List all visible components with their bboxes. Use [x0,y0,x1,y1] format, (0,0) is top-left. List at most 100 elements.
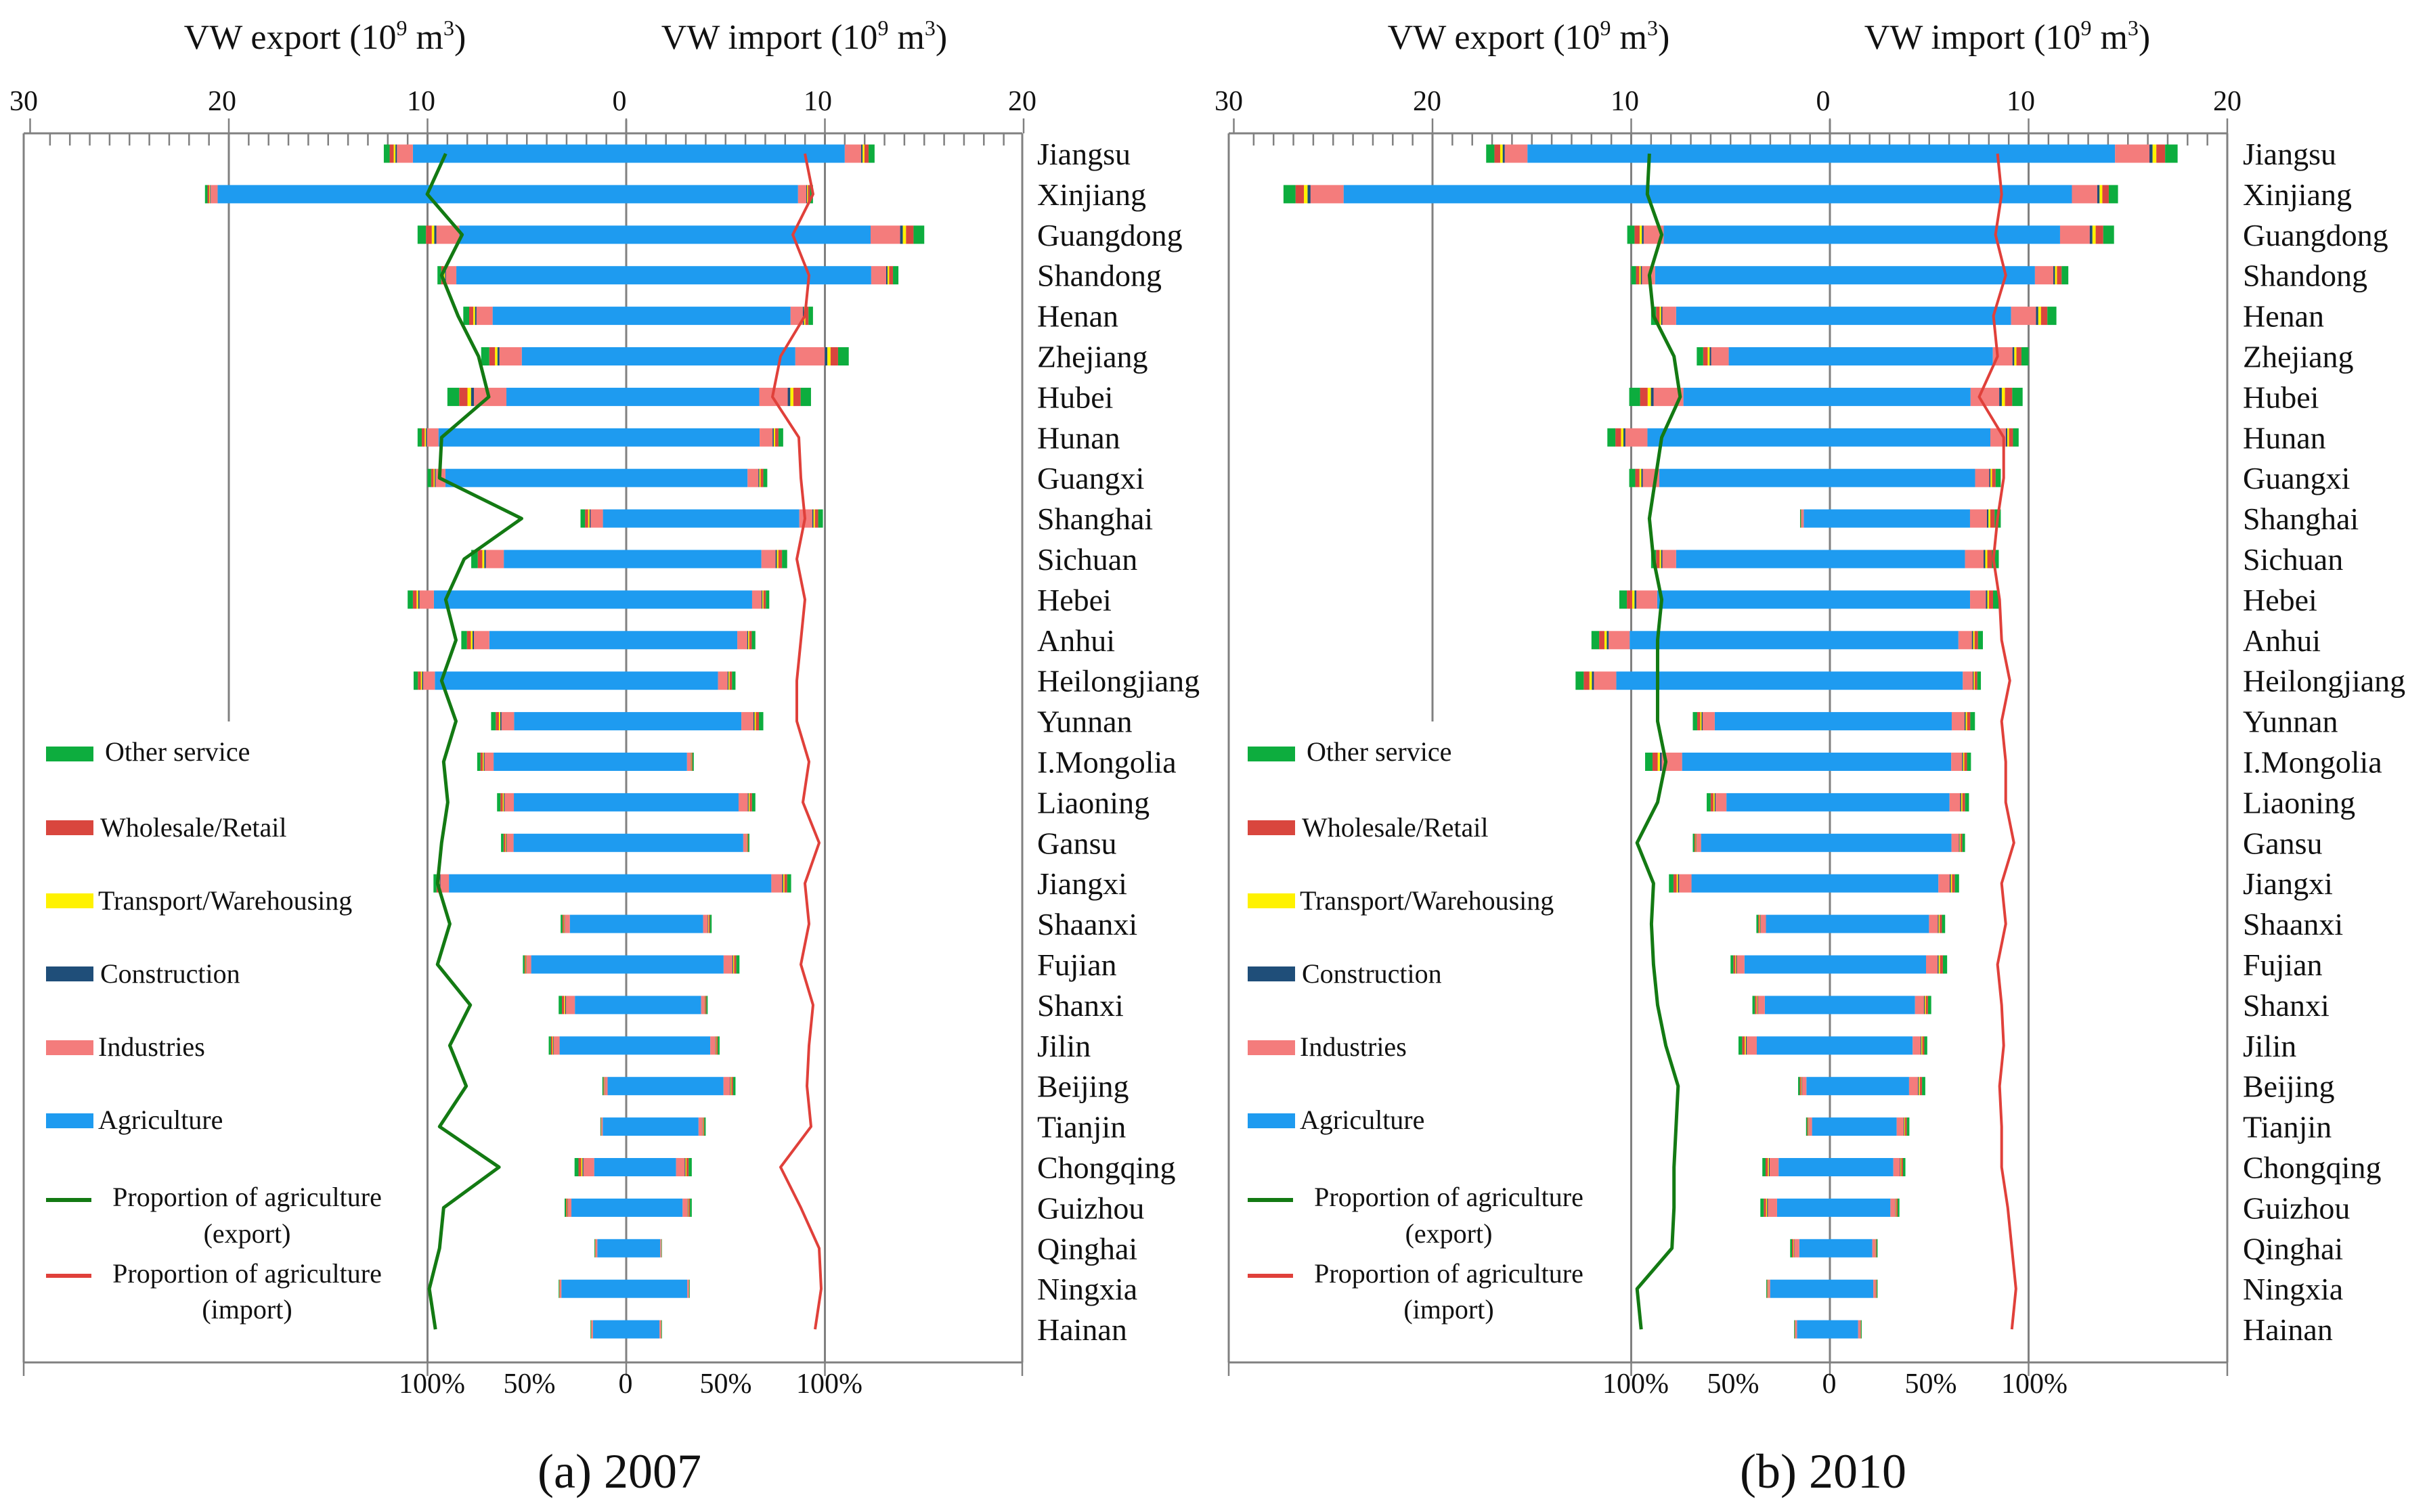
export-bar-industries [1504,144,1528,163]
export-bar-construction [1801,1077,1802,1096]
export-bar-industries [211,185,218,204]
province-label: Hainan [2243,1312,2333,1347]
export-bar-agriculture [504,550,626,569]
import-bar-transport [1938,955,1940,974]
province-label: Beijing [2243,1069,2334,1104]
import-bar-industries [676,1158,685,1176]
import-bar-construction [1986,509,1989,528]
legend-label-industries: Industries [98,1031,205,1062]
export-bar-agriculture [1770,1279,1830,1298]
import-bar-construction [1971,631,1973,650]
import-bar-other_service [688,1158,692,1176]
export-bar-wholesale [389,144,394,163]
agri-proportion-export-line [425,152,523,1330]
export-bar-other_service [383,144,390,163]
province-label: Jilin [2243,1029,2296,1063]
export-bar-construction [1502,144,1505,163]
import-bar-agriculture [1830,550,1965,569]
import-bar-industries [761,550,776,569]
import-bar-agriculture [1830,1279,1874,1298]
import-bar-agriculture [1830,996,1915,1015]
export-bar-transport [1713,793,1715,811]
export-bar-construction [1623,428,1625,447]
export-bar-other_service [1575,671,1584,690]
import-bar-industries [1958,631,1972,650]
import-bar-other_service [869,144,875,163]
export-bar-industries [499,347,522,365]
import-bar-wholesale [686,1158,689,1176]
import-bar-other_service [893,266,899,285]
import-bar-agriculture [626,1279,688,1298]
province-label: Hubei [2243,380,2319,414]
import-bar-wholesale [763,590,766,609]
import-bar-industries [1970,590,1986,609]
import-bar-wholesale [2009,428,2013,447]
import-bar-transport [807,185,808,204]
legend-label-export-2: (export) [1405,1218,1493,1249]
import-bar-agriculture [626,753,687,771]
export-bar-wholesale [1703,347,1708,365]
import-bar-other_service [810,185,813,204]
export-bar-transport [588,509,590,528]
province-label: Zhejiang [1037,340,1148,374]
import-bar-other_service [1898,1198,1900,1217]
import-bar-construction [1918,1077,1919,1096]
import-bar-wholesale [1875,1239,1877,1258]
export-bar-other_service [433,874,437,893]
import-bar-agriculture [1830,509,1970,528]
export-bar-wholesale [1656,550,1660,569]
province-label: Guangxi [1037,461,1144,495]
province-label: Gansu [2243,826,2323,860]
export-bar-transport [1500,144,1503,163]
export-axis-title: VW export (109 m3) [184,16,466,57]
import-bar-agriculture [626,185,798,204]
export-bar-industries [504,793,515,811]
export-bar-industries [1801,509,1804,528]
export-bar-wholesale [496,712,499,731]
import-bar-agriculture [626,1239,661,1258]
export-bar-other_service [1627,225,1635,244]
import-bar-construction [900,225,903,244]
import-bar-construction [747,631,749,650]
export-bar-wholesale [1636,266,1640,285]
import-bar-transport [1959,833,1961,852]
import-bar-wholesale [1952,874,1955,893]
import-bar-agriculture [626,671,718,690]
export-bar-agriculture [445,468,626,487]
import-bar-agriculture [626,550,762,569]
import-bar-wholesale [1876,1279,1877,1298]
export-bar-agriculture [513,833,626,852]
legend-label-export-1: Proportion of agriculture [1314,1182,1583,1212]
import-bar-other_service [2047,307,2057,326]
export-bar-construction [1634,590,1637,609]
import-bar-wholesale [760,468,764,487]
import-bar-other_service [1962,833,1965,852]
import-bar-industries [871,225,900,244]
province-label: Fujian [1037,948,1117,982]
import-bar-transport [783,874,785,893]
import-bar-wholesale [1896,1198,1898,1217]
import-bar-other_service [837,347,849,365]
export-bar-agriculture [1682,753,1830,771]
import-bar-wholesale [793,387,801,406]
import-bar-construction [1959,833,1960,852]
export-bar-construction [1696,833,1697,852]
import-bar-industries [747,468,759,487]
import-bar-wholesale [1967,712,1971,731]
export-bar-construction [1760,914,1761,933]
import-bar-other_service [778,428,783,447]
import-bar-wholesale [1901,1158,1903,1176]
export-bar-construction [475,307,477,326]
import-bar-wholesale [864,144,869,163]
import-bar-agriculture [626,1198,683,1217]
export-bar-other_service [1790,1239,1793,1258]
import-bar-other_service [787,874,791,893]
export-bar-industries [1711,347,1729,365]
export-bar-agriculture [1744,955,1830,974]
import-bar-wholesale [1919,1077,1923,1096]
import-bar-agriculture [1830,914,1929,933]
import-bar-industries [659,1320,661,1339]
province-label: Heilongjiang [2243,664,2405,698]
top-tick-label: 30 [1215,86,1243,117]
export-bar-wholesale [489,347,496,365]
